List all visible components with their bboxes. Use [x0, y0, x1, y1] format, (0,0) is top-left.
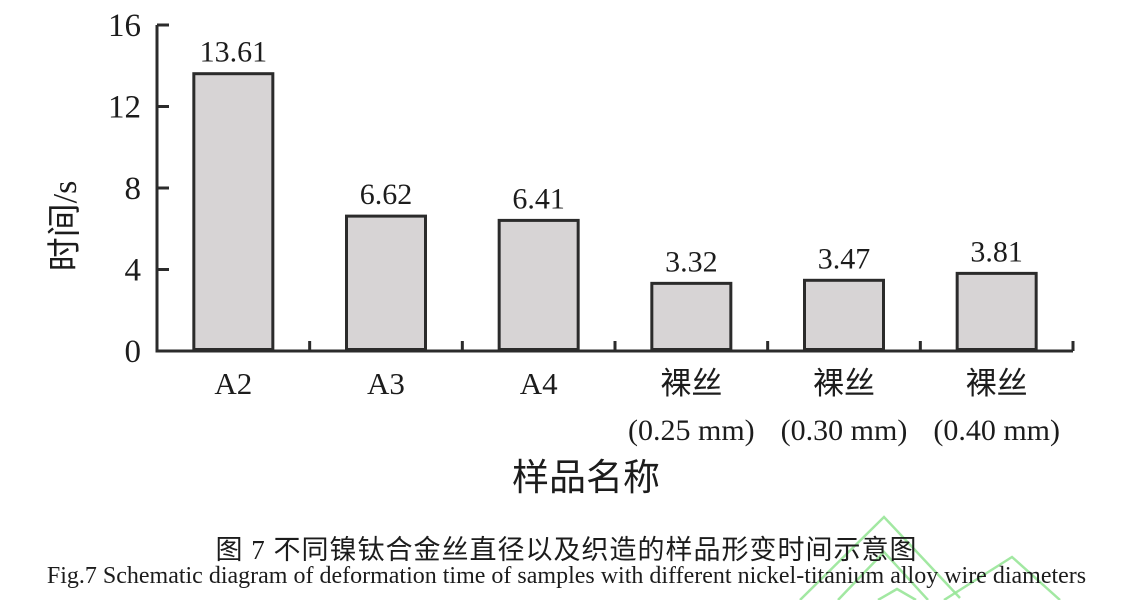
bar-A2 — [192, 72, 275, 351]
x-category-label: A2 — [214, 366, 252, 401]
value-label: 6.41 — [512, 182, 565, 215]
x-category-label: (0.30 mm) — [781, 414, 908, 447]
x-category-label: 裸丝 — [813, 366, 875, 401]
x-category-label: 裸丝 — [966, 366, 1028, 401]
x-category-label: (0.40 mm) — [933, 414, 1060, 447]
bar-A4 — [497, 218, 580, 351]
value-label: 6.62 — [360, 178, 413, 211]
value-label: 3.81 — [970, 235, 1023, 268]
x-axis-title: 样品名称 — [512, 457, 660, 499]
x-category-label: A3 — [367, 366, 405, 401]
y-tick-label: 16 — [108, 8, 141, 44]
y-tick-label: 0 — [125, 334, 142, 370]
value-label: 3.47 — [818, 242, 871, 275]
bar-裸丝 — [650, 281, 733, 352]
y-tick-label: 12 — [108, 90, 141, 126]
bar-裸丝 — [955, 271, 1038, 351]
y-tick-label: 8 — [125, 171, 142, 207]
y-tick-label: 4 — [125, 253, 142, 289]
x-category-label: 裸丝 — [660, 366, 722, 401]
y-axis-title: 时间/s — [47, 181, 84, 272]
value-label: 3.32 — [665, 245, 718, 278]
caption-chinese: 图 7 不同镍钛合金丝直径以及织造的样品形变时间示意图 — [215, 535, 918, 565]
value-label: 13.61 — [200, 36, 268, 69]
caption-english: Fig.7 Schematic diagram of deformation t… — [46, 563, 1087, 589]
x-category-label: (0.25 mm) — [628, 414, 755, 447]
bar-裸丝 — [803, 278, 885, 351]
bar-A3 — [345, 214, 427, 351]
x-category-label: A4 — [520, 366, 558, 401]
